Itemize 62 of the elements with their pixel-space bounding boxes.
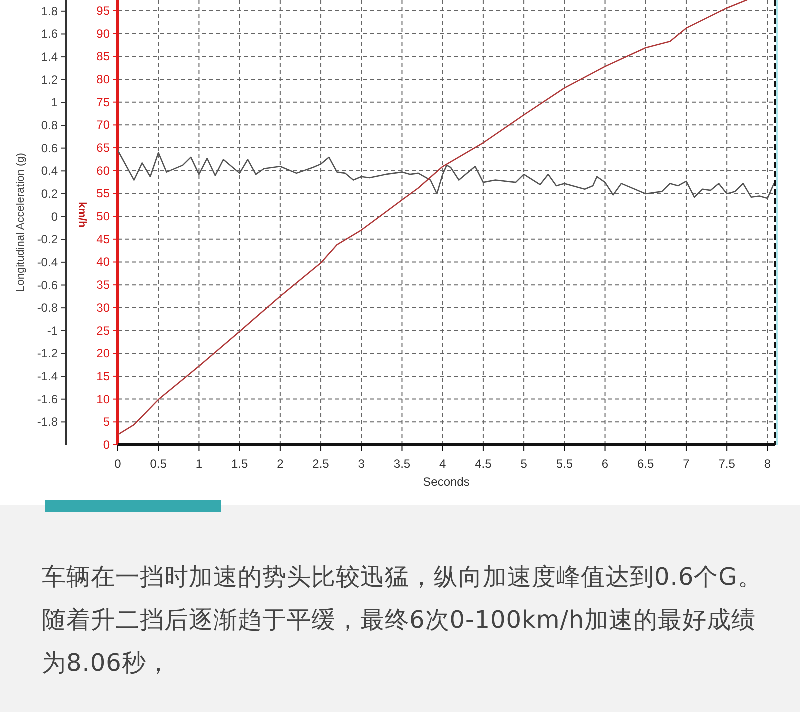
y-tick-label: -0.6	[37, 278, 58, 292]
y-axis-title: Longitudinal Acceleration (g)	[15, 153, 27, 292]
y-tick-label: 0.8	[41, 118, 58, 133]
y2-tick-label: 15	[96, 369, 110, 384]
y-tick-label: -1.2	[37, 346, 58, 361]
y-tick-label: 1.4	[41, 50, 58, 64]
x-tick-label: 6	[602, 457, 609, 471]
y2-tick-label: 75	[96, 95, 110, 110]
y2-tick-label: 30	[96, 300, 110, 315]
y2-tick-label: 80	[96, 72, 110, 86]
y2-tick-label: 5	[103, 415, 110, 430]
y2-tick-label: 10	[96, 392, 110, 406]
y2-tick-label: 65	[96, 141, 110, 156]
x-tick-label: 7.5	[718, 457, 736, 471]
x-tick-label: 2	[277, 457, 284, 471]
y-tick-label: 1.2	[41, 72, 58, 87]
y-tick-label: -1.4	[37, 370, 58, 384]
y-tick-label: 0	[51, 210, 58, 224]
x-tick-label: 8	[764, 457, 772, 471]
x-tick-label: 5	[520, 457, 528, 471]
x-tick-label: 4.5	[475, 457, 492, 471]
y2-tick-label: 50	[96, 210, 110, 224]
y-tick-label: -0.2	[37, 232, 58, 247]
y-tick-label: -1.6	[37, 392, 58, 406]
y2-tick-label: 60	[96, 164, 110, 178]
y-tick-label: 1.6	[41, 27, 58, 42]
x-tick-label: 3	[358, 457, 366, 471]
x-tick-label: 2.5	[312, 457, 330, 471]
x-tick-label: 3.5	[394, 457, 411, 471]
x-tick-label: 7	[683, 457, 690, 471]
x-tick-label: 0	[114, 457, 122, 471]
line-series	[118, 150, 775, 200]
y-tick-label: 0.2	[41, 186, 58, 201]
y2-axis-title: km/h	[76, 202, 88, 228]
y2-tick-label: 25	[96, 324, 110, 338]
x-tick-label: 6.5	[638, 457, 655, 471]
y-tick-label: 0.6	[41, 141, 58, 156]
y-tick-label: -0.8	[37, 301, 58, 316]
y2-tick-label: 45	[96, 232, 110, 246]
y-tick-label: 1.8	[41, 4, 58, 18]
y2-tick-label: 70	[96, 118, 110, 132]
line-series	[118, 0, 748, 436]
y2-tick-label: 95	[96, 4, 110, 18]
y-tick-label: 1	[51, 96, 58, 110]
y2-tick-label: 55	[96, 186, 110, 201]
y2-tick-label: 20	[96, 346, 110, 361]
y-tick-label: -1	[47, 324, 58, 338]
x-tick-label: 1	[196, 457, 203, 471]
y-tick-label: -1.8	[37, 415, 58, 430]
y2-tick-label: 85	[96, 50, 110, 64]
y2-tick-label: 40	[96, 255, 110, 270]
x-tick-label: 5.5	[556, 457, 574, 471]
x-tick-label: 1.5	[231, 457, 248, 471]
x-tick-label: 4	[440, 457, 446, 471]
y2-tick-label: 35	[96, 278, 110, 292]
x-axis-title: Seconds	[423, 475, 470, 489]
y-tick-label: -0.4	[37, 255, 58, 270]
x-tick-label: 0.5	[150, 457, 168, 471]
text: 车辆在一挡时加速的势头比较迅猛，纵向加速度峰值达到0.6个G。随着升二挡后逐渐趋于平缓，最终6次0-100km/h加速的最好成绩为8.06秒，	[42, 562, 764, 679]
y2-tick-label: 90	[96, 26, 110, 41]
y2-tick-label: 0	[103, 438, 110, 452]
y-tick-label: 0.4	[41, 164, 58, 178]
